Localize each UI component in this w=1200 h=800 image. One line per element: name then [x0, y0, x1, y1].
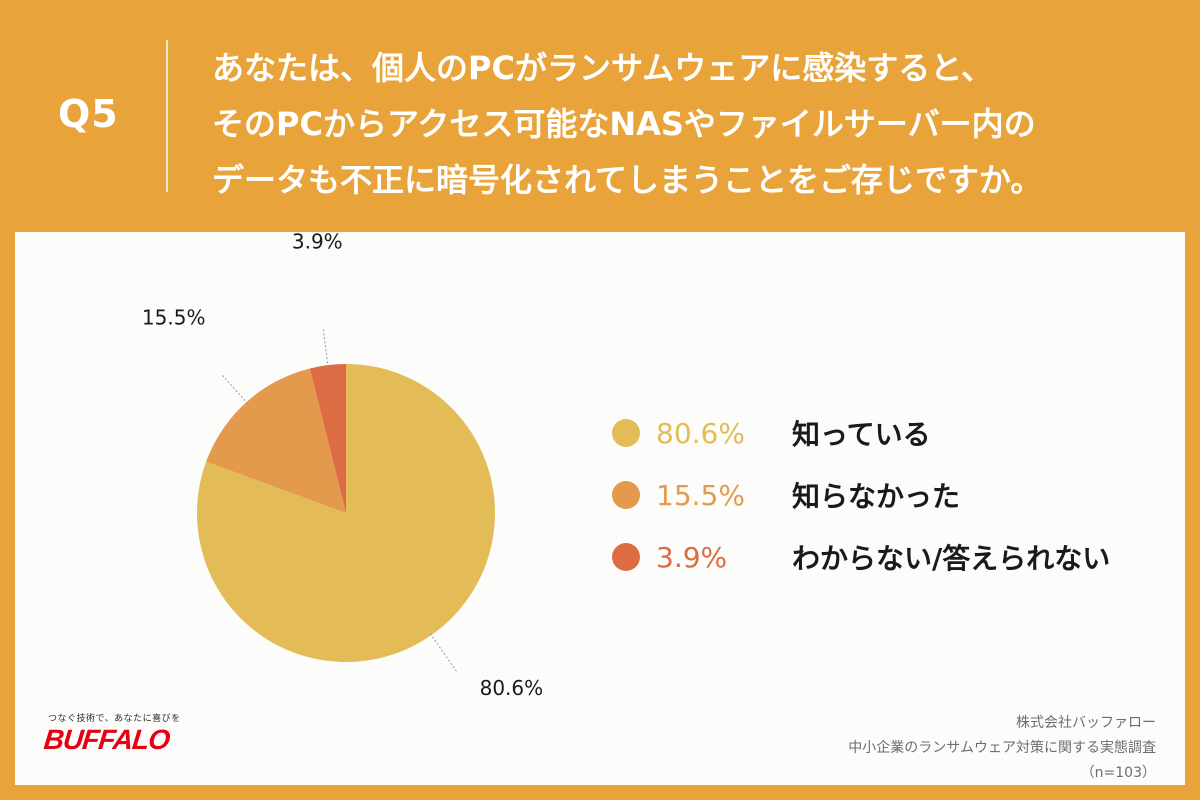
legend-value: 15.5% [656, 478, 745, 512]
legend-label: わからない/答えられない [792, 542, 1111, 575]
leader-line [221, 374, 249, 404]
legend-dot [612, 419, 640, 447]
question-header: Q5 あなたは、個人のPCがランサムウェアに感染すると、 そのPCからアクセス可… [0, 0, 1200, 230]
source-company: 株式会社バッファロー [1016, 715, 1156, 731]
pie-slice [206, 368, 346, 513]
leader-line [322, 328, 329, 368]
chart-panel: 80.6% 15.5% 3.9% 80.6% 知っている 15.5% 知らなかった … [15, 232, 1185, 785]
pie-chart: 80.6% 15.5% 3.9% [142, 232, 544, 700]
header-divider [166, 40, 168, 192]
question-line: そのPCからアクセス可能なNASやファイルサーバー内の [212, 105, 1036, 143]
question-text: あなたは、個人のPCがランサムウェアに感染すると、 そのPCからアクセス可能なN… [212, 40, 1172, 208]
legend-label: 知っている [792, 418, 931, 451]
leader-line [429, 633, 459, 674]
source-sample: （n=103） [1080, 765, 1156, 781]
legend-item-known: 80.6% 知っている [612, 402, 1110, 464]
pie-data-label: 15.5% [142, 306, 206, 330]
legend-value: 80.6% [656, 416, 745, 450]
pie-slice [309, 364, 346, 513]
brand-tagline: つなぐ技術で、あなたに喜びを [48, 714, 181, 724]
question-line: あなたは、個人のPCがランサムウェアに感染すると、 [212, 49, 994, 87]
question-line: データも不正に暗号化されてしまうことをご存じですか。 [212, 161, 1043, 199]
chart-legend: 80.6% 知っている 15.5% 知らなかった 3.9% わからない/答えられ… [612, 402, 1110, 588]
legend-value: 3.9% [656, 540, 728, 574]
pie-data-label: 3.9% [292, 232, 343, 253]
legend-item-unknown: 15.5% 知らなかった [612, 464, 1110, 526]
legend-dot [612, 481, 640, 509]
legend-label: 知らなかった [792, 480, 961, 513]
buffalo-logo: BUFFALO [42, 724, 171, 755]
source-note: 株式会社バッファロー 中小企業のランサムウェア対策に関する実態調査 （n=103… [736, 711, 1156, 786]
legend-item-dontknow: 3.9% わからない/答えられない [612, 526, 1110, 588]
legend-dot [612, 543, 640, 571]
question-number: Q5 [58, 92, 119, 136]
source-survey: 中小企業のランサムウェア対策に関する実態調査 [848, 740, 1156, 756]
pie-data-label: 80.6% [480, 676, 544, 700]
